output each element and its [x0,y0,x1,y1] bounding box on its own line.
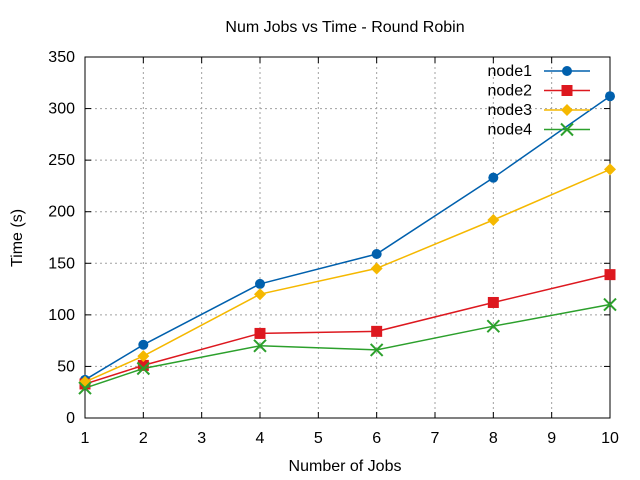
y-tick-label: 150 [48,255,75,272]
legend-label: node4 [488,122,533,139]
data-point-node2 [487,296,499,308]
y-tick-label: 250 [48,152,75,169]
series-line-node2 [84,273,611,385]
data-point-node4 [78,381,92,395]
data-point-node2 [371,325,383,337]
x-tick-label: 2 [139,430,148,447]
cross-stroke [560,122,574,137]
data-point-node3 [487,213,500,226]
data-point-node1 [371,249,382,260]
series-node2 [79,269,616,390]
y-tick-label: 50 [57,358,75,375]
data-point-node3 [254,288,266,301]
data-point-node4 [369,343,384,357]
legend-label: node1 [488,63,533,80]
x-tick-label: 1 [81,430,90,447]
data-point-node4 [603,297,617,312]
series-line-node3 [84,168,611,383]
data-point-node4 [486,319,501,333]
x-tick-label: 5 [314,430,323,447]
legend-marker [561,85,573,96]
x-axis-label: Number of Jobs [289,458,402,475]
series-line-node4 [84,303,611,389]
x-tick-label: 9 [547,430,556,447]
series-node3 [79,163,616,388]
legend-marker [561,104,573,116]
x-tick-label: 3 [197,430,206,447]
data-point-node2 [254,327,266,339]
cross-stroke [603,297,617,312]
data-point-node4 [253,339,267,353]
series-node4 [78,297,617,395]
x-tick-label: 10 [601,430,619,447]
series-lines [78,91,617,395]
legend-marker [562,66,572,76]
cross-stroke [486,319,501,333]
x-tick-label: 4 [256,430,265,447]
legend-label: node3 [488,102,533,119]
legend-item-node4: node4 [488,122,590,139]
data-point-node4 [136,361,151,376]
y-tick-label: 200 [48,204,75,221]
x-tick-label: 7 [431,430,440,447]
data-point-node2 [137,359,149,371]
series-node1 [80,91,615,385]
data-point-node1 [255,278,265,289]
y-tick-label: 0 [66,410,75,427]
data-point-node3 [604,163,616,176]
legend-label: node2 [488,83,533,100]
legend: node1 node2 node3 node4 [488,63,590,139]
data-point-node3 [370,262,383,275]
y-tick-label: 300 [48,101,75,118]
data-point-node3 [137,350,150,363]
legend-item-node2: node2 [488,83,590,100]
y-tick-label: 100 [48,307,75,324]
chart-title: Num Jobs vs Time - Round Robin [225,19,464,36]
legend-marker [560,122,574,137]
grid [85,57,610,418]
data-point-node1 [605,91,615,102]
plot-frame [84,56,611,419]
cross-stroke [136,361,151,376]
cross-stroke [78,381,92,395]
legend-item-node1: node1 [488,63,590,80]
data-point-node1 [138,339,149,350]
y-axis-label: Time (s) [9,209,26,267]
legend-item-node3: node3 [488,102,590,119]
y-tick-label: 350 [48,49,75,66]
data-point-node1 [488,172,499,183]
cross-stroke [369,343,384,357]
cross-stroke [253,339,267,353]
series-line-node1 [84,95,611,381]
x-tick-label: 6 [372,430,381,447]
data-point-node2 [604,269,616,281]
axis-ticks: 0 50 100 150 200 250 300 350 1 2 3 4 5 6 7 8 9 10 [48,49,619,447]
x-tick-label: 8 [489,430,498,447]
